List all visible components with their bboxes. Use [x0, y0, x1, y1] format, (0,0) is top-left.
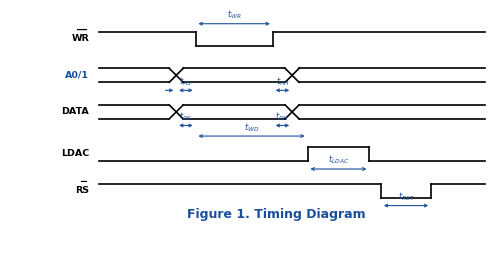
Text: $t_{WD}$: $t_{WD}$ [244, 121, 259, 134]
Text: DATA: DATA [61, 107, 90, 116]
Text: A0/1: A0/1 [65, 71, 90, 80]
Text: Figure 1. Timing Diagram: Figure 1. Timing Diagram [187, 208, 366, 221]
Text: RS: RS [75, 186, 90, 195]
Text: WR: WR [71, 34, 90, 43]
Text: $t_{WR}$: $t_{WR}$ [227, 8, 241, 21]
Text: $t_{AH}$: $t_{AH}$ [276, 75, 289, 88]
Text: $t_{AS}$: $t_{AS}$ [180, 75, 192, 88]
Text: $t_{RST}$: $t_{RST}$ [397, 190, 414, 203]
Text: $t_{LDAC}$: $t_{LDAC}$ [328, 154, 349, 166]
Text: $t_{DH}$: $t_{DH}$ [276, 110, 289, 123]
Text: $t_{DS}$: $t_{DS}$ [179, 110, 193, 123]
Text: LDAC: LDAC [61, 150, 90, 158]
